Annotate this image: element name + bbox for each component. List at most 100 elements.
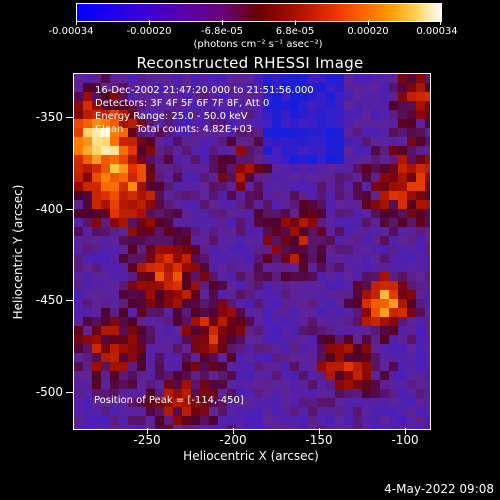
image-pixel: [344, 290, 353, 299]
image-pixel: [245, 272, 254, 281]
image-pixel: [389, 362, 398, 371]
image-pixel: [236, 245, 245, 254]
image-pixel: [173, 344, 182, 353]
image-pixel: [101, 263, 110, 272]
image-pixel: [236, 425, 245, 429]
rhessi-image: [73, 73, 431, 430]
image-pixel: [344, 344, 353, 353]
image-pixel: [281, 254, 290, 263]
image-pixel: [83, 344, 92, 353]
image-pixel: [128, 254, 137, 263]
image-pixel: [155, 182, 164, 191]
image-pixel: [173, 281, 182, 290]
image-pixel: [308, 299, 317, 308]
image-pixel: [227, 371, 236, 380]
image-pixel: [398, 281, 407, 290]
image-pixel: [236, 281, 245, 290]
image-pixel: [272, 389, 281, 398]
image-pixel: [83, 281, 92, 290]
image-pixel: [371, 281, 380, 290]
image-pixel: [344, 137, 353, 146]
image-pixel: [236, 416, 245, 425]
image-pixel: [317, 308, 326, 317]
image-pixel: [425, 380, 430, 389]
image-pixel: [425, 398, 430, 407]
image-pixel: [371, 164, 380, 173]
image-pixel: [74, 101, 83, 110]
image-pixel: [236, 389, 245, 398]
image-pixel: [83, 371, 92, 380]
image-pixel: [389, 272, 398, 281]
image-pixel: [218, 389, 227, 398]
image-pixel: [362, 164, 371, 173]
image-pixel: [182, 119, 191, 128]
image-pixel: [74, 128, 83, 137]
image-pixel: [245, 74, 254, 83]
image-pixel: [308, 263, 317, 272]
image-pixel: [236, 92, 245, 101]
image-pixel: [227, 380, 236, 389]
colorbar: [76, 3, 442, 22]
image-pixel: [119, 353, 128, 362]
image-pixel: [335, 92, 344, 101]
image-pixel: [101, 308, 110, 317]
image-pixel: [326, 182, 335, 191]
image-pixel: [173, 362, 182, 371]
image-pixel: [317, 281, 326, 290]
image-pixel: [227, 425, 236, 429]
image-pixel: [173, 290, 182, 299]
image-pixel: [272, 119, 281, 128]
image-pixel: [227, 146, 236, 155]
image-pixel: [83, 74, 92, 83]
image-pixel: [191, 119, 200, 128]
image-pixel: [416, 119, 425, 128]
image-pixel: [119, 101, 128, 110]
image-pixel: [74, 416, 83, 425]
image-pixel: [182, 353, 191, 362]
image-pixel: [128, 326, 137, 335]
image-pixel: [128, 83, 137, 92]
image-pixel: [398, 344, 407, 353]
image-pixel: [191, 209, 200, 218]
image-pixel: [110, 263, 119, 272]
image-pixel: [398, 200, 407, 209]
image-pixel: [380, 326, 389, 335]
image-pixel: [407, 74, 416, 83]
image-pixel: [308, 164, 317, 173]
image-pixel: [416, 173, 425, 182]
image-pixel: [326, 164, 335, 173]
image-pixel: [353, 389, 362, 398]
image-pixel: [164, 110, 173, 119]
image-pixel: [425, 290, 430, 299]
image-pixel: [74, 200, 83, 209]
image-pixel: [308, 317, 317, 326]
image-pixel: [191, 92, 200, 101]
image-pixel: [389, 416, 398, 425]
image-pixel: [137, 335, 146, 344]
image-pixel: [137, 290, 146, 299]
image-pixel: [380, 281, 389, 290]
image-pixel: [182, 263, 191, 272]
image-pixel: [425, 254, 430, 263]
image-pixel: [191, 83, 200, 92]
image-pixel: [362, 281, 371, 290]
image-pixel: [353, 272, 362, 281]
image-pixel: [362, 128, 371, 137]
image-pixel: [407, 290, 416, 299]
image-pixel: [407, 344, 416, 353]
image-pixel: [110, 272, 119, 281]
image-pixel: [83, 236, 92, 245]
image-pixel: [317, 362, 326, 371]
image-pixel: [335, 74, 344, 83]
image-pixel: [83, 263, 92, 272]
image-pixel: [335, 407, 344, 416]
image-pixel: [137, 299, 146, 308]
image-pixel: [416, 335, 425, 344]
image-pixel: [128, 110, 137, 119]
image-pixel: [326, 362, 335, 371]
image-pixel: [137, 254, 146, 263]
image-pixel: [425, 416, 430, 425]
image-pixel: [416, 236, 425, 245]
image-pixel: [344, 155, 353, 164]
image-pixel: [110, 254, 119, 263]
